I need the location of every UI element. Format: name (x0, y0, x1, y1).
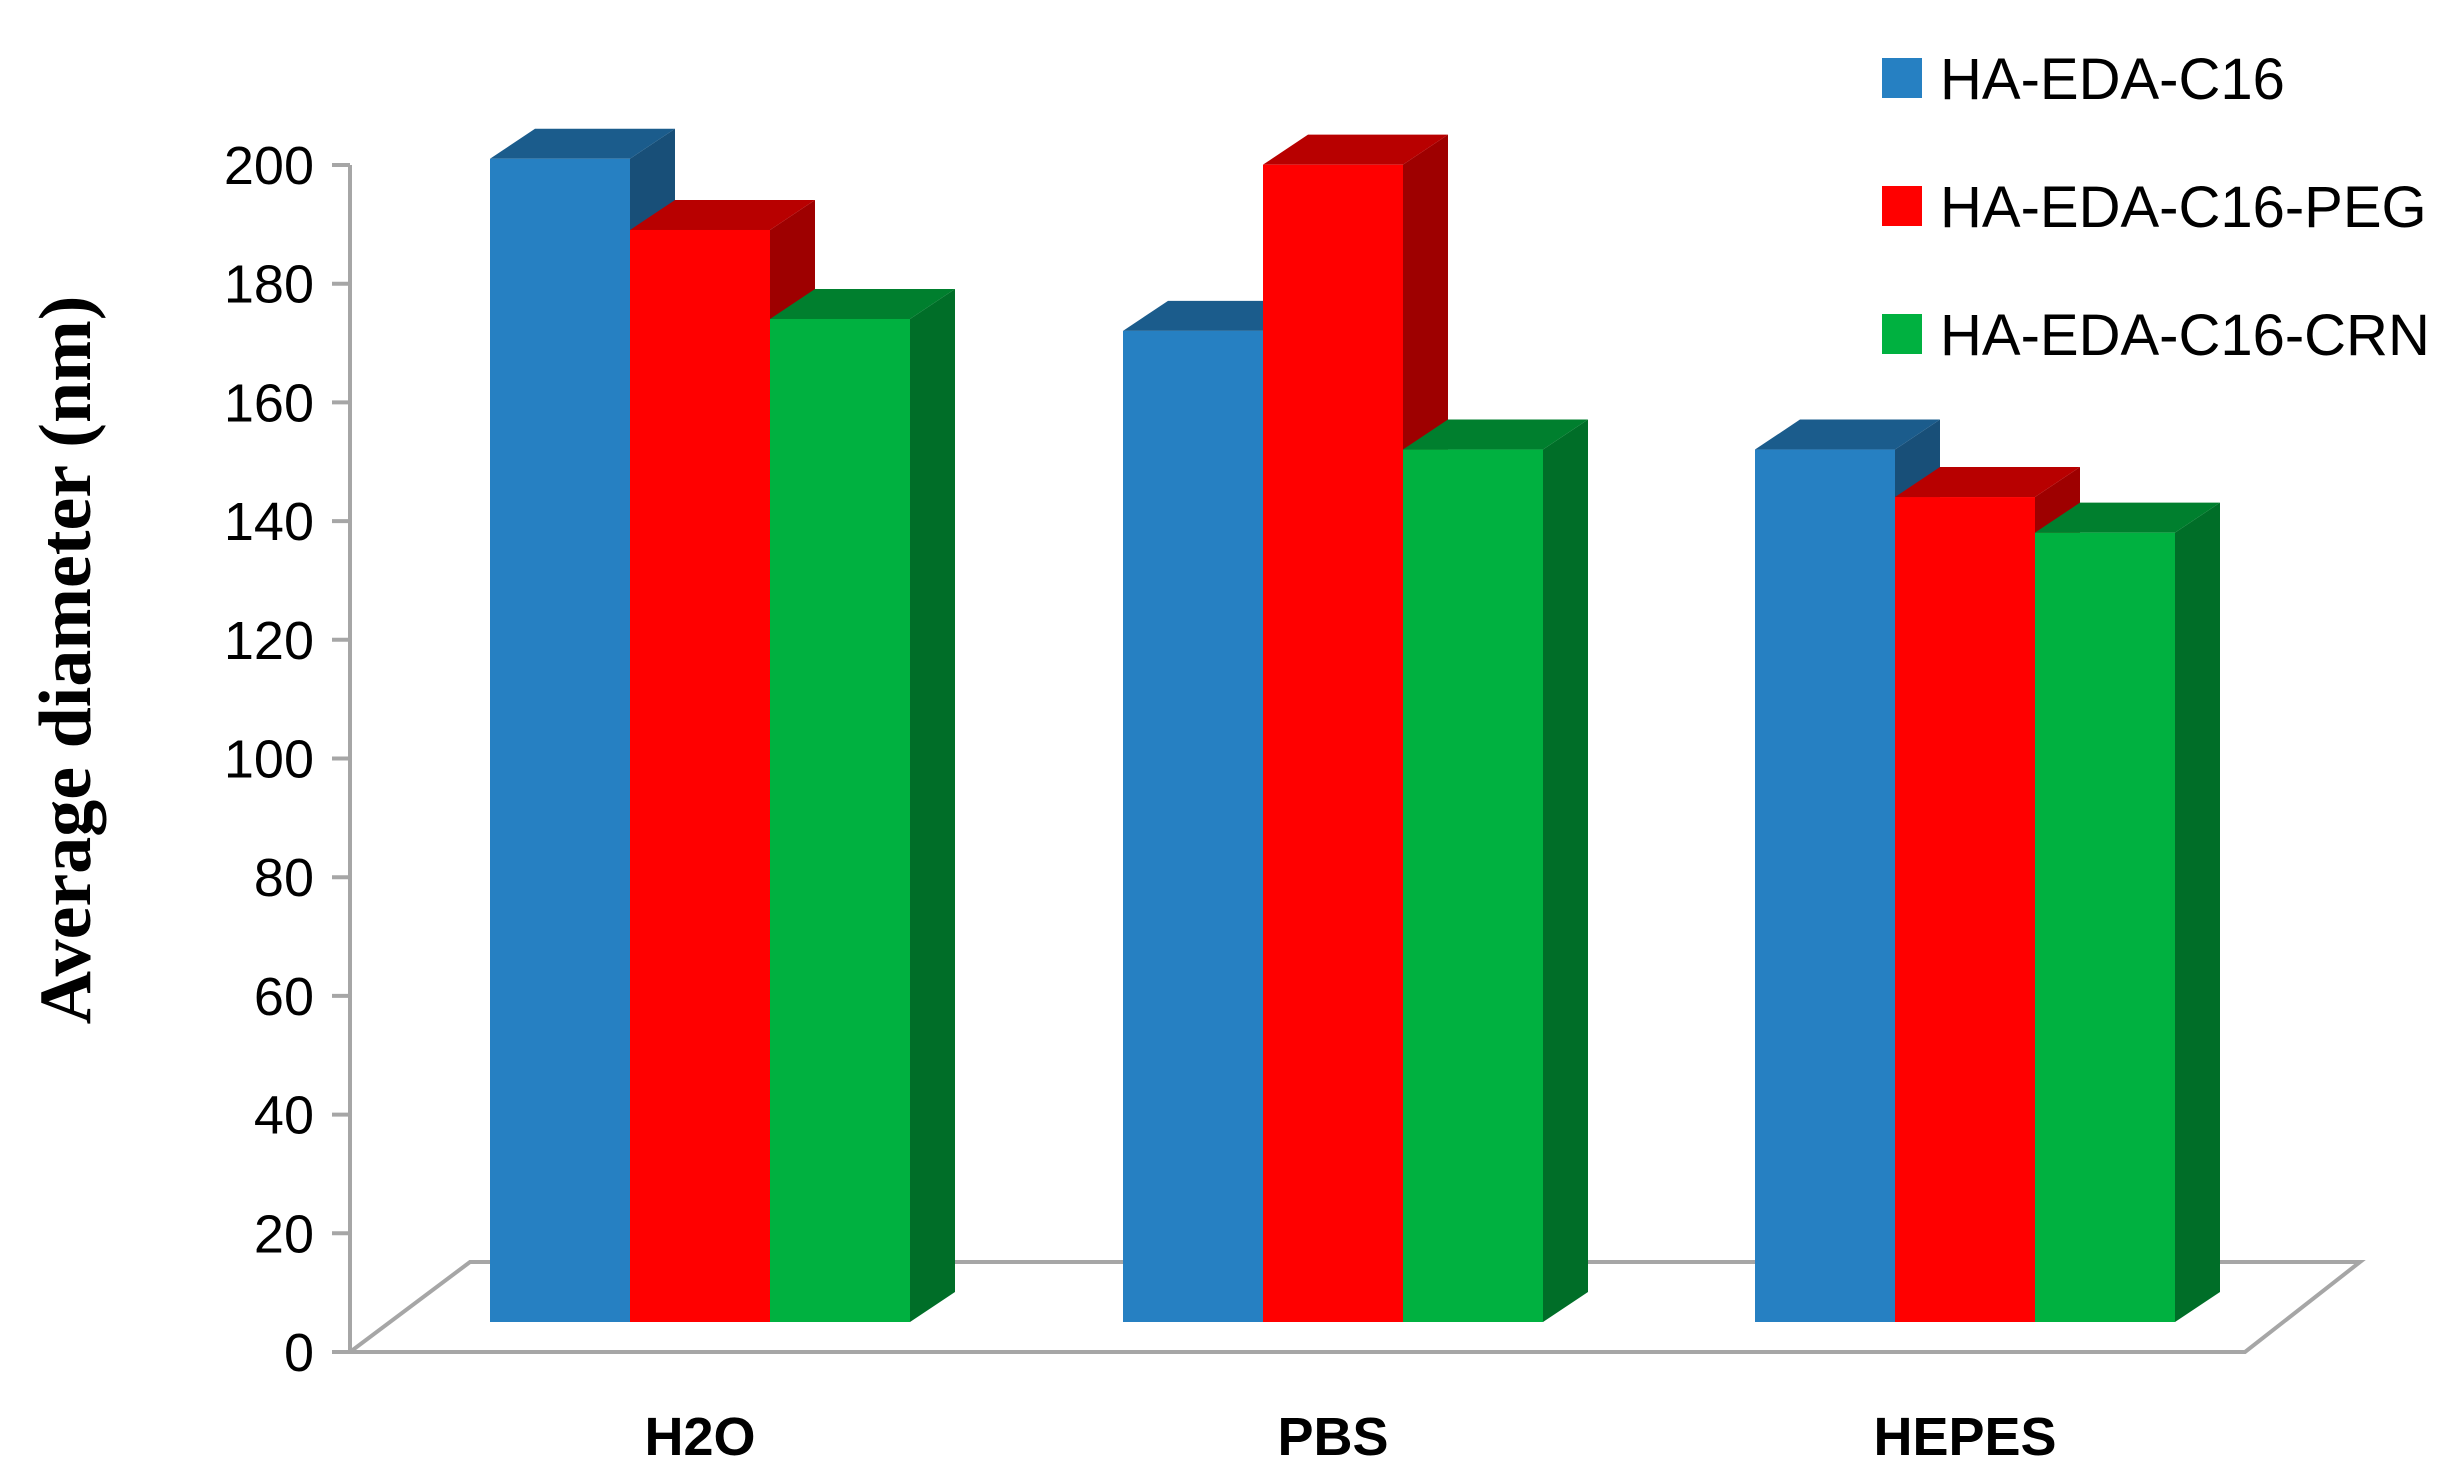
y-tick-label: 100 (224, 730, 314, 790)
bar-front-face (1123, 330, 1263, 1323)
legend: HA-EDA-C16 HA-EDA-C16-PEG HA-EDA-C16-CRN (1882, 47, 2430, 368)
legend-label: HA-EDA-C16 (1940, 47, 2285, 112)
legend-entry: HA-EDA-C16-CRN (1882, 303, 2430, 368)
legend-swatch (1882, 186, 1922, 226)
legend-entry: HA-EDA-C16-PEG (1882, 175, 2427, 240)
y-tick-label: 120 (224, 611, 314, 671)
bar-top-face (1123, 300, 1308, 331)
y-tick-label: 20 (254, 1204, 314, 1264)
bar-front-face (1403, 449, 1543, 1322)
bar-front-face (1895, 497, 2035, 1322)
bar-front-face (630, 229, 770, 1323)
bar-top-face (1263, 134, 1448, 165)
legend-swatch (1882, 58, 1922, 98)
bar-top-face (1755, 419, 1940, 450)
bars-group (490, 128, 2220, 1323)
y-axis-label: Average diameter (nm) (25, 296, 107, 1025)
legend-entry: HA-EDA-C16 (1882, 47, 2285, 112)
x-category-label: HEPES (1873, 1407, 2056, 1467)
bar-side-face (910, 288, 955, 1322)
bar-top-face (630, 199, 815, 230)
legend-label: HA-EDA-C16-CRN (1940, 303, 2430, 368)
bar-h2o-3 (770, 288, 955, 1322)
y-tick-label: 80 (254, 848, 314, 908)
y-tick-label: 40 (254, 1086, 314, 1146)
bar-front-face (1263, 164, 1403, 1322)
bar-pbs-3 (1403, 419, 1588, 1322)
y-tick-label: 0 (284, 1323, 314, 1383)
bar-top-face (1895, 467, 2080, 498)
bar-side-face (1543, 419, 1588, 1322)
x-category-label: PBS (1277, 1407, 1388, 1467)
bar-front-face (770, 318, 910, 1322)
bar-front-face (490, 158, 630, 1323)
y-tick-label: 200 (224, 136, 314, 196)
y-tick-label: 60 (254, 967, 314, 1027)
x-axis: H2O PBS HEPES (644, 1407, 2056, 1467)
x-category-label: H2O (644, 1407, 755, 1467)
bar-front-face (2035, 532, 2175, 1322)
bar-top-face (1403, 419, 1588, 450)
bar-top-face (2035, 502, 2220, 533)
bar-hepes-3 (2035, 502, 2220, 1322)
bar-side-face (2175, 502, 2220, 1322)
y-tick-label: 180 (224, 255, 314, 315)
legend-swatch (1882, 314, 1922, 354)
bar-front-face (1755, 449, 1895, 1322)
legend-label: HA-EDA-C16-PEG (1940, 175, 2427, 240)
bar-top-face (490, 128, 675, 159)
y-tick-label: 160 (224, 373, 314, 433)
y-tick-label: 140 (224, 492, 314, 552)
y-axis: 0 20 40 60 80 100 120 140 160 180 200 (224, 136, 352, 1383)
bar-top-face (770, 288, 955, 319)
